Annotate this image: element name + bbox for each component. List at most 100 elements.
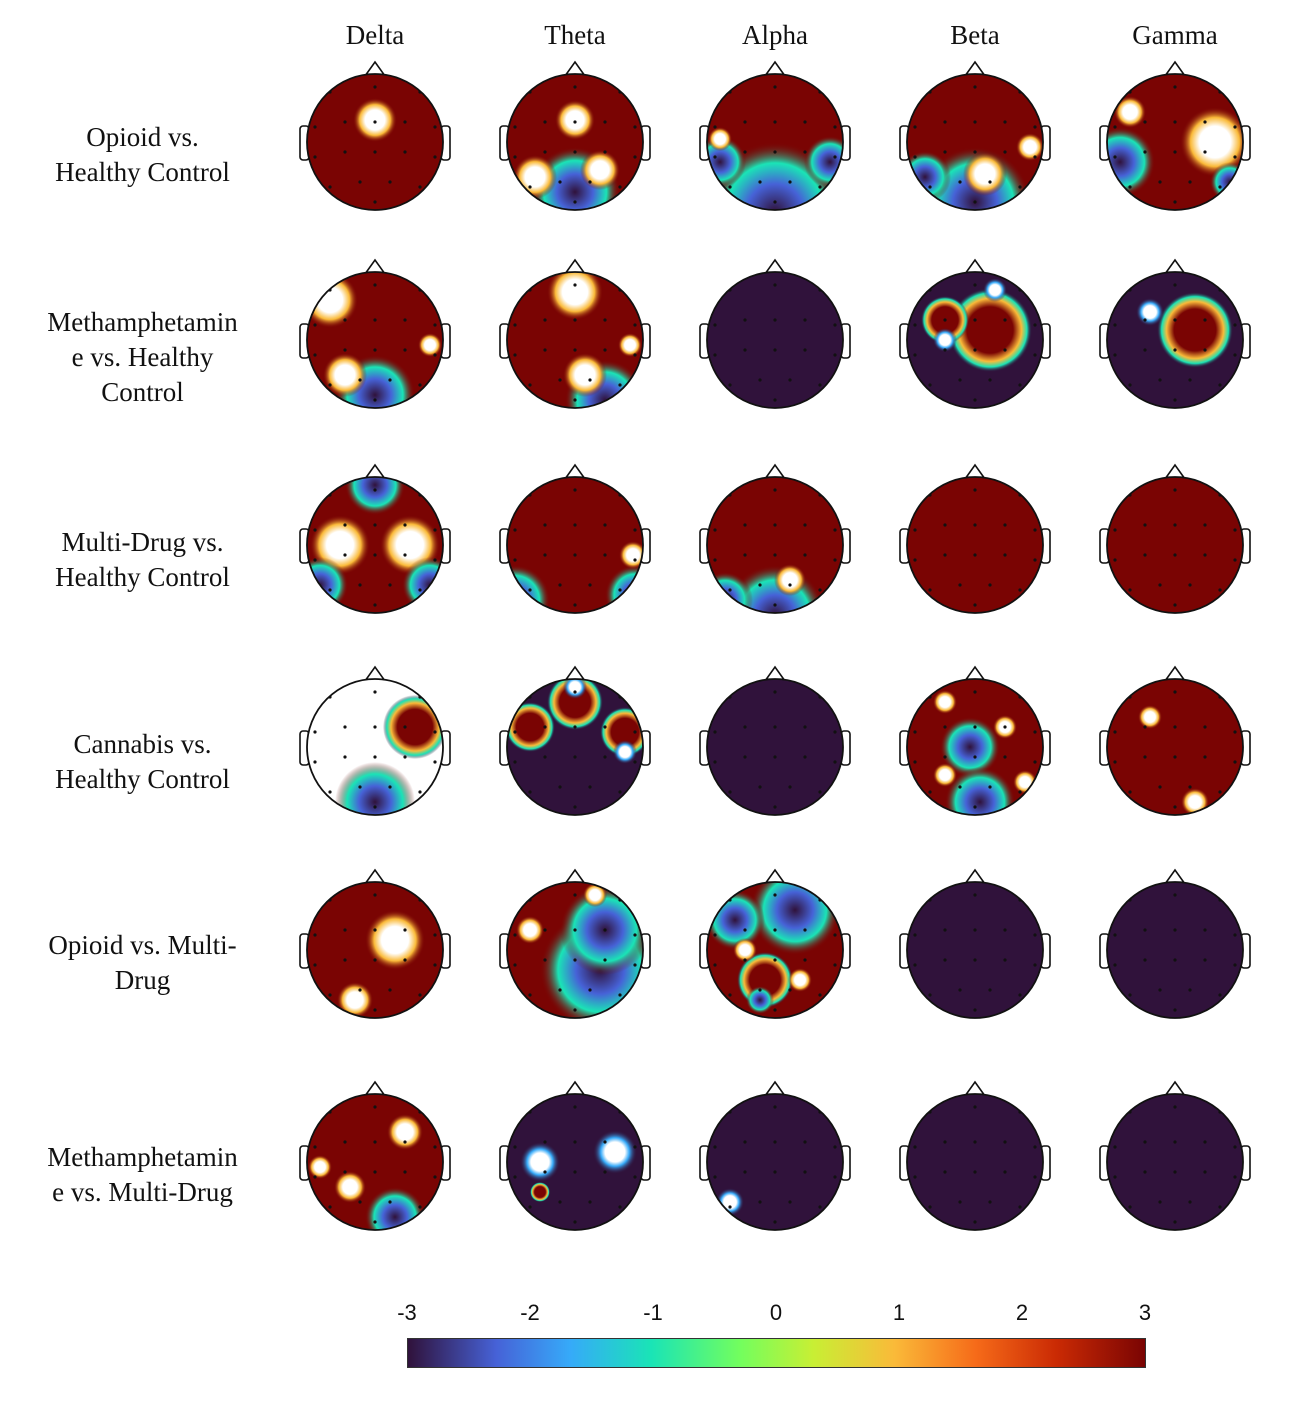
electrode-marker — [1003, 755, 1007, 759]
nose-shape — [764, 868, 786, 885]
head-outline — [306, 73, 444, 211]
electrode-marker — [788, 1200, 792, 1204]
electrode-marker — [358, 1200, 362, 1204]
electrode-marker — [1003, 928, 1007, 932]
nose-shape — [364, 868, 386, 885]
topomap-region — [804, 136, 843, 188]
nose-shape — [364, 665, 386, 682]
electrode-marker — [773, 488, 777, 492]
electrode-marker — [1033, 760, 1037, 764]
electrode-marker — [1018, 383, 1022, 387]
electrode-marker — [1218, 790, 1222, 794]
topomap-region — [520, 1142, 560, 1182]
topomap-region — [593, 1130, 637, 1174]
electrode-marker — [803, 725, 807, 729]
electrode-marker — [388, 785, 392, 789]
electrode-marker — [803, 318, 807, 322]
topomap-region — [418, 333, 442, 357]
nose-shape — [964, 463, 986, 480]
electrode-marker — [358, 988, 362, 992]
electrode-marker — [328, 1205, 332, 1209]
row-label-cannabis-vs-healthy: Cannabis vs. Healthy Control — [20, 727, 265, 797]
electrode-marker — [803, 120, 807, 124]
electrode-marker — [1033, 558, 1037, 562]
electrode-marker — [928, 1205, 932, 1209]
electrode-marker — [1203, 348, 1207, 352]
electrode-marker — [1018, 1205, 1022, 1209]
topomap-head — [299, 60, 451, 211]
nose-shape — [564, 258, 586, 275]
electrode-marker — [373, 725, 377, 729]
electrode-marker — [403, 928, 407, 932]
electrode-marker — [513, 933, 517, 937]
nose-shape — [964, 665, 986, 682]
topomap-region — [619, 541, 643, 569]
electrode-marker — [973, 348, 977, 352]
electrode-marker — [633, 323, 637, 327]
electrode-marker — [588, 785, 592, 789]
electrode-marker — [773, 755, 777, 759]
head-outline — [306, 1093, 444, 1231]
electrode-marker — [743, 1140, 747, 1144]
topomap-region — [948, 288, 1032, 372]
head-outline — [506, 1093, 644, 1231]
electrode-marker — [928, 790, 932, 794]
row-label-meth-vs-multidrug: Methamphetamin e vs. Multi-Drug — [20, 1140, 265, 1210]
electrode-marker — [773, 523, 777, 527]
electrode-marker — [313, 1145, 317, 1149]
electrode-marker — [773, 200, 777, 204]
electrode-marker — [1203, 553, 1207, 557]
electrode-marker — [833, 558, 837, 562]
electrode-marker — [1033, 155, 1037, 159]
electrode-marker — [573, 200, 577, 204]
electrode-marker — [573, 1220, 577, 1224]
head-outline — [906, 73, 1044, 211]
electrode-marker — [373, 120, 377, 124]
topomap-region — [563, 679, 587, 699]
topomap-head — [299, 665, 451, 816]
electrode-marker — [1233, 353, 1237, 357]
nose-shape — [764, 60, 786, 77]
electrode-marker — [1033, 323, 1037, 327]
electrode-marker — [1173, 958, 1177, 962]
topomap-region — [983, 278, 1007, 302]
colorbar-tick: 2 — [1015, 1300, 1029, 1325]
electrode-marker — [343, 958, 347, 962]
electrode-marker — [773, 348, 777, 352]
electrode-marker — [1203, 1140, 1207, 1144]
head-outline — [506, 271, 644, 409]
electrode-marker — [833, 1175, 837, 1179]
electrode-marker — [1143, 318, 1147, 322]
electrode-marker — [313, 558, 317, 562]
electrode-marker — [1113, 730, 1117, 734]
head-outline — [1106, 678, 1244, 816]
head-outline — [706, 678, 844, 816]
electrode-marker — [603, 523, 607, 527]
head-outline — [706, 476, 844, 614]
electrode-marker — [973, 1170, 977, 1174]
electrode-marker — [543, 958, 547, 962]
electrode-marker — [388, 988, 392, 992]
electrode-marker — [743, 725, 747, 729]
electrode-marker — [1113, 353, 1117, 357]
head-outline — [506, 73, 644, 211]
nose-shape — [364, 258, 386, 275]
electrode-marker — [728, 383, 732, 387]
electrode-marker — [1188, 583, 1192, 587]
head-outline — [306, 881, 444, 1019]
electrode-marker — [1173, 603, 1177, 607]
electrode-marker — [1003, 958, 1007, 962]
row-label-multidrug-vs-healthy: Multi-Drug vs. Healthy Control — [20, 525, 265, 595]
electrode-marker — [713, 760, 717, 764]
topomap-head — [699, 665, 851, 816]
electrode-marker — [913, 933, 917, 937]
electrode-marker — [603, 755, 607, 759]
electrode-marker — [588, 988, 592, 992]
electrode-marker — [403, 725, 407, 729]
electrode-marker — [403, 755, 407, 759]
electrode-marker — [803, 1140, 807, 1144]
topomap-head — [1099, 665, 1251, 816]
topomap-region — [337, 982, 373, 1018]
row-label-line: Opioid vs. Multi- — [48, 930, 237, 960]
electrode-marker — [513, 353, 517, 357]
